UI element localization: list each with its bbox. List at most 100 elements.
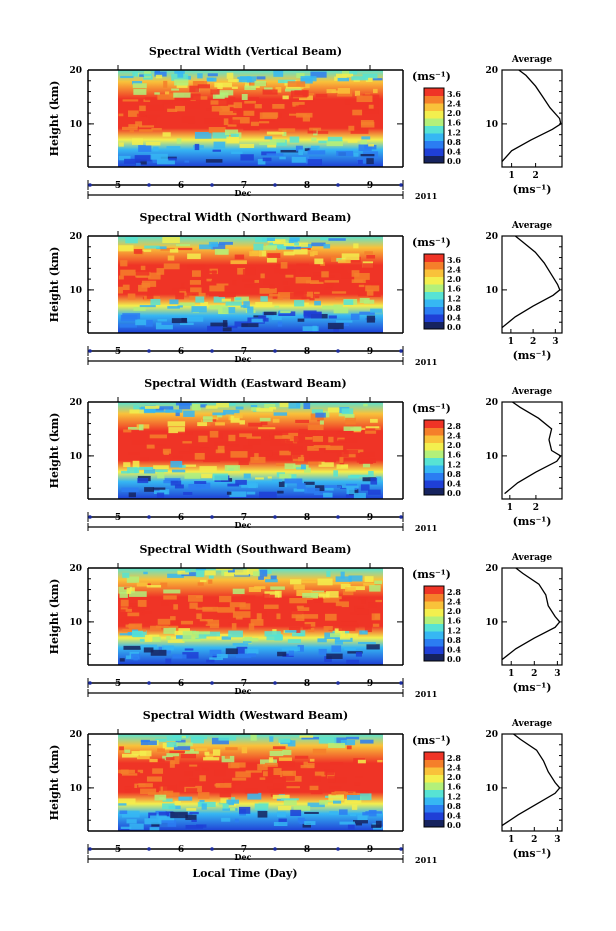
average-x-tick-label: 1 <box>507 503 513 513</box>
x-tick-label: 8 <box>304 347 310 357</box>
colorbar-frame <box>423 585 445 662</box>
x-tick-label: 7 <box>241 679 247 689</box>
colorbar-segment <box>424 789 444 798</box>
y-tick-label: 20 <box>69 398 82 408</box>
average-profile-line <box>504 401 562 495</box>
colorbar-segment <box>424 442 444 451</box>
colorbar-unit: (ms⁻¹) <box>412 402 451 415</box>
colorbar-tick-label: 0.4 <box>447 644 461 654</box>
colorbar-tick-label: 3.6 <box>447 89 461 99</box>
time-marker <box>273 847 277 851</box>
x-tick-label: 9 <box>367 845 373 855</box>
time-marker <box>336 847 340 851</box>
colorbar-segment <box>424 276 444 285</box>
average-title: Average <box>511 553 552 563</box>
colorbar-tick-label: 0.8 <box>447 303 461 313</box>
colorbar-segment <box>424 450 444 458</box>
panel-4: Spectral Width (Southward Beam) 20 10 Heigh… <box>48 543 563 699</box>
x-tick-label: 9 <box>367 513 373 523</box>
time-marker <box>399 349 403 353</box>
x-tick-label: 6 <box>178 845 184 855</box>
average-x-tick-label: 1 <box>508 835 514 845</box>
average-x-tick-label: 2 <box>530 337 536 347</box>
average-x-label: (ms⁻¹) <box>513 681 552 694</box>
colorbar-tick-label: 1.2 <box>447 127 461 137</box>
colorbar-tick-label: 0.0 <box>447 488 461 498</box>
colorbar-segment <box>424 155 444 164</box>
colorbar-segment <box>424 819 444 828</box>
y-tick-label: 10 <box>69 120 82 130</box>
x-tick-label: 9 <box>367 181 373 191</box>
average-x-label: (ms⁻¹) <box>513 183 552 196</box>
colorbar-segment <box>424 125 444 134</box>
colorbar-segment <box>424 782 444 790</box>
average-title: Average <box>511 719 552 729</box>
x-tick-label: 6 <box>178 347 184 357</box>
panel-title: Spectral Width (Vertical Beam) <box>149 45 342 58</box>
average-x-tick-label: 2 <box>533 503 539 513</box>
time-marker <box>336 183 340 187</box>
average-frame <box>501 733 563 832</box>
colorbar-tick-label: 2.8 <box>447 753 461 763</box>
time-marker <box>399 847 403 851</box>
colorbar-tick-label: 2.0 <box>447 108 461 118</box>
average-y-tick-label: 10 <box>485 286 498 296</box>
colorbar-segment <box>424 601 444 609</box>
colorbar-segment <box>424 148 444 156</box>
colorbar-tick-label: 1.6 <box>447 450 461 460</box>
colorbar-segment <box>424 480 444 488</box>
year-label: 2011 <box>415 689 437 699</box>
colorbar-segment <box>424 812 444 820</box>
colorbar-unit: (ms⁻¹) <box>412 236 451 249</box>
colorbar-tick-label: 0.4 <box>447 146 461 156</box>
y-tick-label: 20 <box>69 564 82 574</box>
colorbar-tick-label: 0.8 <box>447 635 461 645</box>
average-frame <box>501 567 563 666</box>
time-marker <box>210 515 214 519</box>
colorbar-segment <box>424 306 444 315</box>
y-axis-label: Height (km) <box>48 745 61 821</box>
colorbar-tick-label: 0.8 <box>447 137 461 147</box>
time-marker <box>147 681 151 685</box>
average-frame <box>501 69 563 168</box>
colorbar-segment <box>424 623 444 632</box>
colorbar-segment <box>424 653 444 662</box>
colorbar-segment <box>424 465 444 473</box>
average-x-label: (ms⁻¹) <box>513 847 552 860</box>
average-profile-line <box>501 235 561 329</box>
heatmap-texture <box>118 70 383 166</box>
time-marker <box>273 349 277 353</box>
colorbar-unit: (ms⁻¹) <box>412 70 451 83</box>
x-tick-label: 7 <box>241 181 247 191</box>
colorbar-segment <box>424 752 444 760</box>
colorbar-segment <box>424 767 444 775</box>
time-marker <box>210 349 214 353</box>
colorbar-tick-label: 3.6 <box>447 255 461 265</box>
colorbar-segment <box>424 435 444 443</box>
year-label: 2011 <box>415 191 437 201</box>
heatmap-texture <box>121 402 382 499</box>
x-tick-label: 8 <box>304 513 310 523</box>
time-marker <box>273 183 277 187</box>
average-y-tick-label: 10 <box>485 452 498 462</box>
colorbar-tick-label: 0.0 <box>447 322 461 332</box>
panel-2: Spectral Width (Northward Beam) 20 10 Heigh… <box>48 211 563 367</box>
time-marker <box>88 847 92 851</box>
time-marker <box>147 847 151 851</box>
colorbar-frame <box>423 751 445 828</box>
colorbar-tick-label: 2.4 <box>447 597 461 607</box>
colorbar-tick-label: 2.8 <box>447 421 461 431</box>
colorbar-tick-label: 2.4 <box>447 431 461 441</box>
colorbar-tick-label: 1.6 <box>447 616 461 626</box>
colorbar-segment <box>424 804 444 813</box>
heatmap-texture <box>118 236 383 333</box>
colorbar-unit: (ms⁻¹) <box>412 568 451 581</box>
time-marker <box>88 515 92 519</box>
colorbar-tick-label: 2.0 <box>447 440 461 450</box>
x-tick-label: 7 <box>241 845 247 855</box>
time-marker <box>336 515 340 519</box>
x-tick-label: 5 <box>115 513 121 523</box>
time-marker <box>273 515 277 519</box>
time-marker <box>336 349 340 353</box>
average-x-tick-label: 1 <box>508 337 514 347</box>
